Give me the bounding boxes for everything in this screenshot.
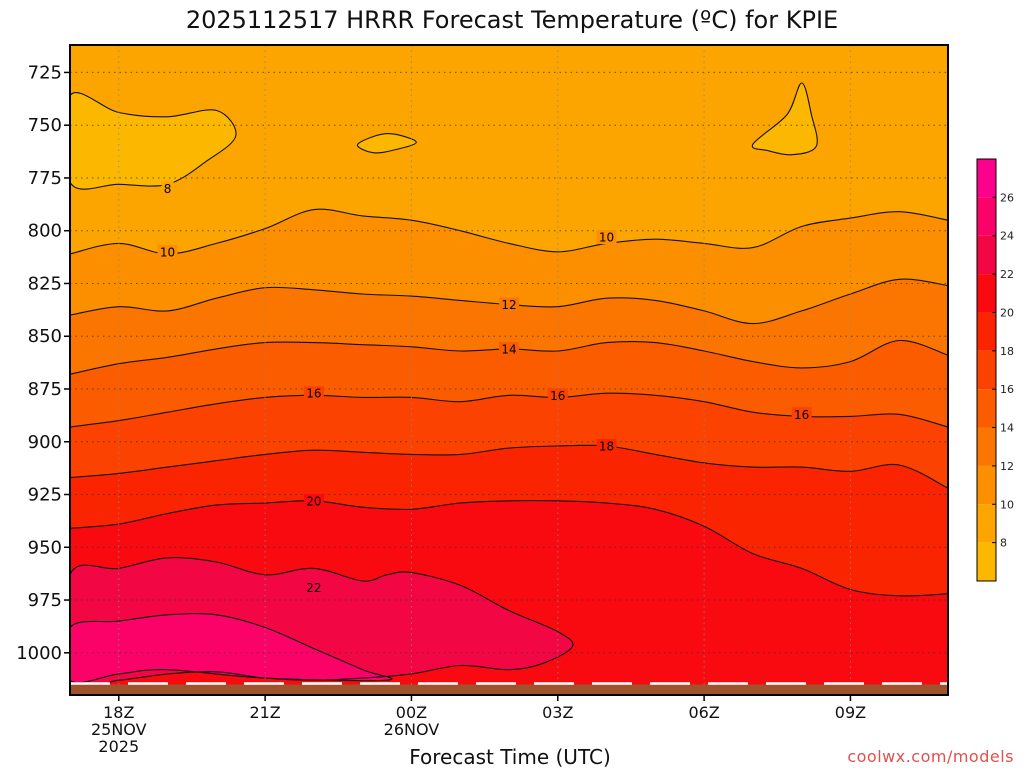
contour-line-24 [70,613,393,684]
y-tick-label: 925 [28,485,62,506]
contour-line-8-2 [356,133,417,154]
y-tick-label: 825 [28,273,62,294]
band-24-26 [70,613,392,683]
x-tick-label: 09Z [835,703,866,722]
y-tick-label: 1000 [16,643,62,664]
x-tick-year: 2025 [98,737,139,756]
credit-text[interactable]: coolwx.com/models [847,747,1014,766]
colorbar-segment [977,274,996,313]
colorbar-segment [977,465,996,505]
contour-line-22 [70,557,574,691]
colorbar-label: 18 [1000,345,1014,358]
y-tick-label: 800 [28,221,62,242]
contour-label-bg [499,297,519,312]
colorbar-label: 16 [1000,383,1014,396]
contour-line-8-1 [70,92,237,190]
x-tick-date: 26NOV [384,720,440,739]
contour-label-bg [499,341,519,356]
colorbar-label: 8 [1000,537,1007,550]
contour-label-14: 14 [501,342,516,356]
x-tick-date: 25NOV [91,720,147,739]
colorbar-segment [977,235,996,275]
y-tick-label: 750 [28,115,62,136]
contour-label-16: 16 [306,387,321,401]
contour-label-bg [303,493,324,508]
contour-label-16: 16 [550,389,565,403]
colorbar-segment [977,504,996,543]
colorbar-frame [976,158,997,582]
y-tick-label: 975 [28,590,62,611]
colorbar-segment [977,350,996,390]
contour-line-8-3 [751,82,818,156]
contour-label-18: 18 [599,439,614,453]
pocket-6-8-3 [752,83,818,155]
y-tick-label: 725 [28,62,62,83]
contour-label-10: 10 [160,245,175,259]
contour-label-bg [303,386,324,401]
x-tick-label: 00Z [396,703,427,722]
y-tick-label: 850 [28,326,62,347]
axes: 725 750 775 800 825 850 875 900 925 950 975 1000 18Z… [16,44,949,756]
colorbar-segment [977,389,996,428]
x-tick-label: 03Z [542,703,573,722]
pocket-6-8-1 [70,92,236,190]
colorbar-label: 10 [1000,498,1014,511]
colorbar-label: 22 [1000,268,1014,281]
contour-label-bg [303,580,324,595]
contour-label-bg [547,388,568,403]
contour-label-12: 12 [501,298,516,312]
x-tick-label: 21Z [249,703,280,722]
colorbar-segment [977,159,996,198]
contour-label-20: 20 [306,494,321,508]
x-tick-label: 06Z [688,703,719,722]
y-tick-label: 950 [28,537,62,558]
y-tick-label: 875 [28,379,62,400]
plot-frame [69,44,949,696]
contour-label-16: 16 [794,408,809,422]
colorbar-segment [977,427,996,466]
x-axis-label: Forecast Time (UTC) [409,745,611,768]
colorbar-label: 24 [1000,230,1014,243]
y-tick-label: 900 [28,432,62,453]
colorbar-label: 12 [1000,460,1014,473]
contour-label-bg [157,244,178,259]
contour-label-bg [596,230,617,245]
plot-area [70,45,948,695]
x-tick-label: 18Z [103,703,134,722]
contour-line-20 [70,500,948,597]
contour-label-10: 10 [599,231,614,245]
contour-label-8: 8 [164,182,172,196]
contour-label-bg [161,181,174,196]
colorbar-label: 20 [1000,306,1014,319]
contour-line-18 [70,444,948,489]
contour-label-22: 22 [306,581,321,595]
y-tick-label: 775 [28,168,62,189]
contour-line-10 [70,208,948,255]
colorbar-segment [977,197,996,236]
colorbar-segment [977,542,996,581]
colorbar-label: 26 [1000,191,1014,204]
chart-title: 2025112517 HRRR Forecast Temperature (ºC… [186,6,838,34]
ground-fill [70,684,948,695]
plot-overlay: 8 10 10 12 14 16 16 16 18 20 22 [157,181,812,595]
contour-label-bg [791,407,812,422]
colorbar-segment [977,312,996,351]
colorbar: 8 10 12 14 16 18 20 22 24 26 [976,158,1014,582]
colorbar-label: 14 [1000,422,1014,435]
contour-label-bg [596,438,617,453]
